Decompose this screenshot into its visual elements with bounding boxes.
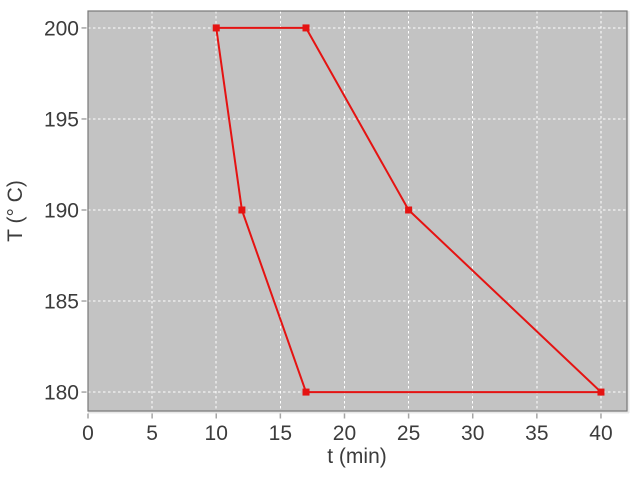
- x-tick-label: 10: [205, 422, 228, 445]
- data-point-marker: [405, 206, 413, 214]
- plot-border: [87, 10, 628, 412]
- x-axis-title: t (min): [327, 445, 387, 468]
- data-series: [212, 24, 605, 396]
- x-tick-label: 15: [269, 422, 292, 445]
- y-tick-label: 180: [44, 382, 79, 405]
- y-tick-label: 190: [44, 199, 79, 222]
- x-tick-label: 25: [397, 422, 420, 445]
- x-tick-label: 40: [589, 422, 612, 445]
- y-axis-title: T (° C): [4, 180, 27, 242]
- x-tick-label: 30: [461, 422, 484, 445]
- x-tick-label: 5: [146, 422, 158, 445]
- x-tick-label: 35: [525, 422, 548, 445]
- x-tick-label: 20: [333, 422, 356, 445]
- data-point-marker: [302, 388, 310, 396]
- data-point-marker: [212, 24, 220, 32]
- plot-canvas: [88, 11, 630, 414]
- axis-ticks: [81, 27, 602, 419]
- y-tick-label: 200: [44, 17, 79, 40]
- y-tick-label: 185: [44, 291, 79, 314]
- y-tick-label: 195: [44, 108, 79, 131]
- plot-area-background: [88, 11, 627, 411]
- tick-labels: 0 5 10 15 20 25 30 35 40 180 185 190 195 200: [44, 17, 613, 445]
- x-tick-label: 0: [82, 422, 94, 445]
- data-point-marker: [302, 24, 310, 32]
- plot-frame: [87, 10, 628, 412]
- data-point-marker: [597, 388, 605, 396]
- data-point-marker: [238, 206, 246, 214]
